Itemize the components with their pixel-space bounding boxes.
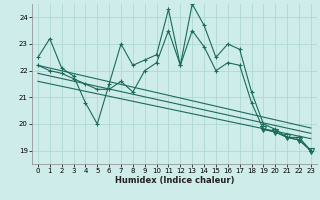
X-axis label: Humidex (Indice chaleur): Humidex (Indice chaleur) [115, 176, 234, 185]
